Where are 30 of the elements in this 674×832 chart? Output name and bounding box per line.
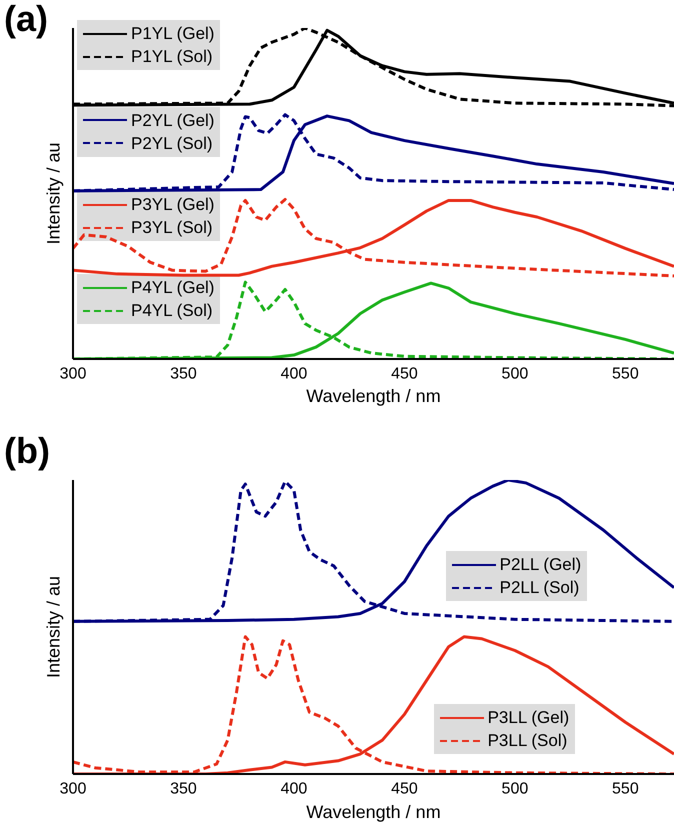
x-tick-label: 300	[60, 365, 86, 382]
legend-label: P2YL (Gel)	[131, 110, 214, 132]
legend-label: P4YL (Sol)	[131, 300, 213, 322]
chart-title: (b)	[4, 430, 50, 472]
x-tick-label: 400	[280, 780, 308, 798]
y-axis-title: Intensity / au	[43, 576, 64, 678]
x-axis-title: Wavelength / nm	[306, 386, 441, 406]
legend-label: P3LL (Sol)	[488, 730, 568, 752]
legend-label: P2YL (Sol)	[131, 132, 213, 155]
legend-label: P2LL (Sol)	[500, 577, 580, 600]
x-tick-label: 400	[280, 365, 308, 382]
x-tick-label: 500	[502, 365, 528, 382]
x-axis-title: Wavelength / nm	[306, 802, 441, 822]
x-tick-label: 500	[502, 780, 528, 798]
x-tick-label: 450	[391, 365, 418, 382]
x-tick-label: 450	[391, 780, 418, 798]
legend-label: P2LL (Gel)	[500, 554, 582, 576]
legend-label: P4YL (Gel)	[131, 277, 214, 300]
legend-label: P1YL (Sol)	[131, 46, 213, 68]
y-axis-title: Intensity / au	[43, 142, 64, 245]
legend-label: P3LL (Gel)	[488, 707, 570, 729]
chart-title: (a)	[4, 0, 48, 40]
x-tick-label: 550	[612, 365, 639, 382]
x-tick-label: 550	[612, 780, 639, 798]
legend-label: P1YL (Gel)	[131, 23, 214, 45]
legend-label: P3YL (Gel)	[131, 194, 214, 216]
x-tick-label: 300	[60, 780, 86, 798]
legend-label: P3YL (Sol)	[131, 217, 213, 240]
x-tick-label: 350	[170, 780, 197, 798]
x-tick-label: 350	[170, 365, 197, 382]
